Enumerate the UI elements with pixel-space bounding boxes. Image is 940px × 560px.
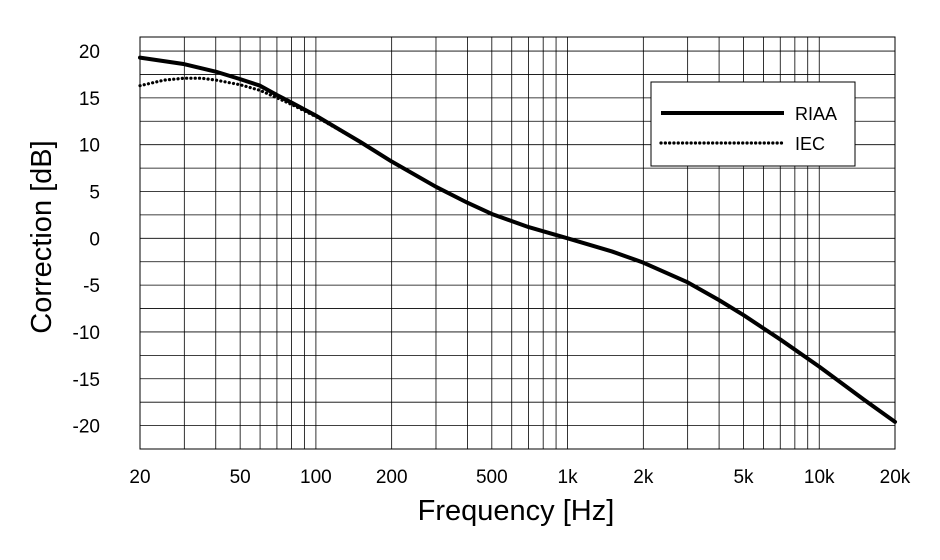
plot-frame <box>139 36 896 450</box>
y-tick-label: 10 <box>79 136 100 157</box>
x-tick-label: 100 <box>300 467 332 488</box>
y-tick-label: 5 <box>89 183 100 204</box>
series-group <box>138 55 897 424</box>
x-tick-label: 20 <box>129 467 150 488</box>
x-tick-label: 20k <box>880 467 911 488</box>
y-tick-label: 0 <box>89 229 100 250</box>
x-axis-title: Frequency [Hz] <box>418 495 615 527</box>
y-tick-label: -5 <box>83 276 100 297</box>
x-tick-label: 1k <box>558 467 579 488</box>
series-line-iec <box>138 76 897 424</box>
y-tick-label: -20 <box>73 417 100 438</box>
y-tick-label: -15 <box>73 370 100 391</box>
x-tick-label: 10k <box>804 467 835 488</box>
legend-box <box>650 81 856 167</box>
x-tick-label: 200 <box>376 467 408 488</box>
y-tick-label: -10 <box>73 323 100 344</box>
y-axis-title: Correction [dB] <box>26 140 58 333</box>
legend-label-riaa: RIAA <box>795 104 837 124</box>
x-tick-label: 5k <box>733 467 754 488</box>
legend: RIAA IEC <box>650 81 856 167</box>
x-tick-label: 50 <box>230 467 251 488</box>
x-tick-label: 500 <box>476 467 508 488</box>
series-line-riaa <box>138 55 897 424</box>
legend-label-iec: IEC <box>795 134 825 154</box>
y-tick-label: 20 <box>79 42 100 63</box>
y-tick-label: 15 <box>79 89 100 110</box>
x-tick-label: 2k <box>633 467 654 488</box>
y-tick-labels: 20 15 10 5 0 -5 -10 -15 -20 <box>73 42 100 438</box>
x-tick-labels: 20 50 100 200 500 1k 2k 5k 10k 20k <box>129 467 910 488</box>
